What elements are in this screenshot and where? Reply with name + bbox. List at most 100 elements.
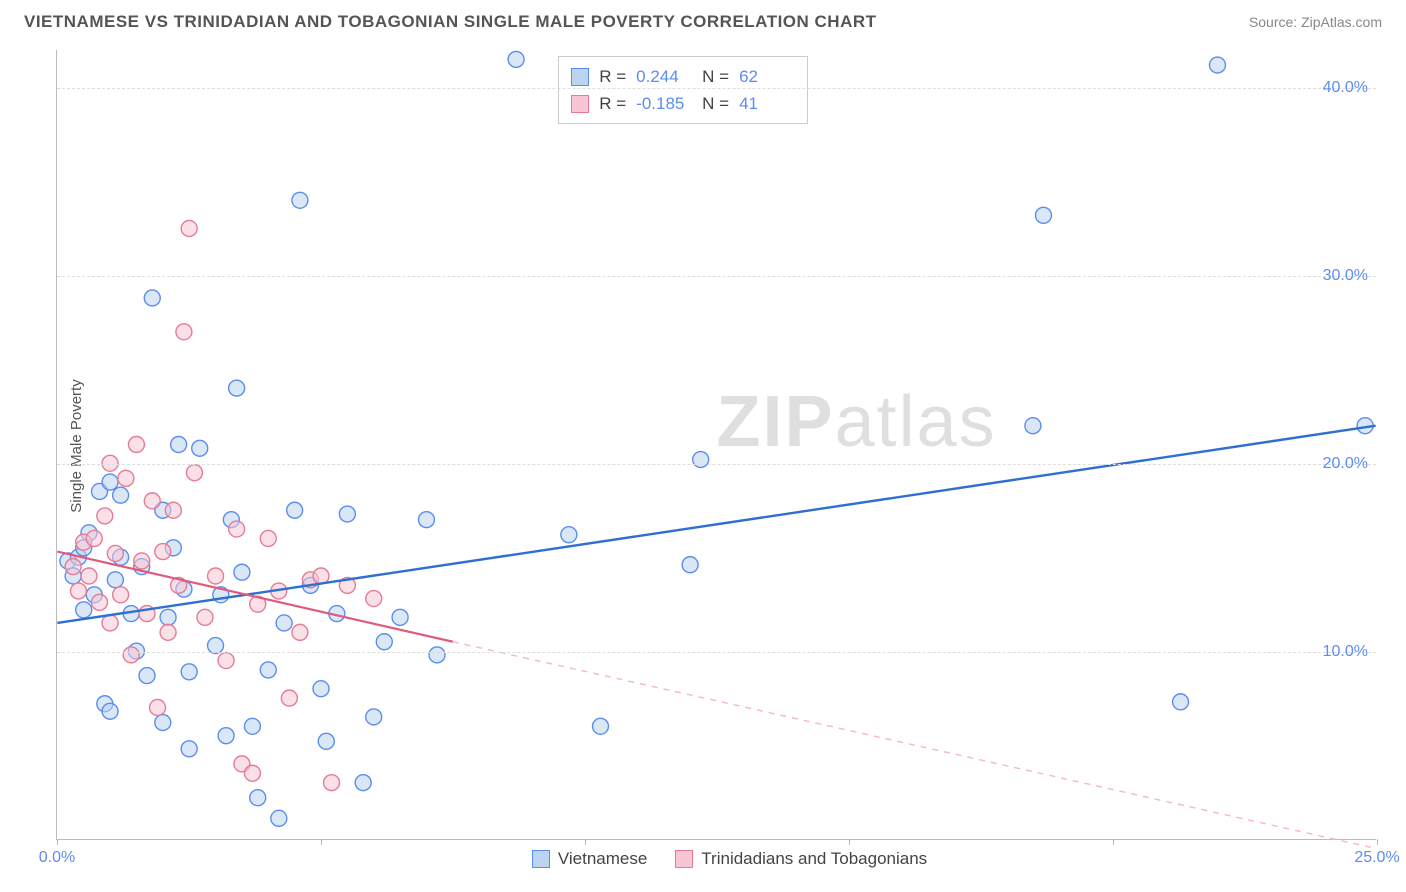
data-point xyxy=(244,765,260,781)
data-point xyxy=(107,545,123,561)
data-point xyxy=(561,527,577,543)
x-tick-label: 25.0% xyxy=(1354,849,1399,867)
data-point xyxy=(1173,694,1189,710)
data-point xyxy=(592,718,608,734)
x-tick-mark xyxy=(849,839,850,845)
data-point xyxy=(1035,207,1051,223)
data-point xyxy=(181,664,197,680)
stat-legend-row: R =-0.185N =41 xyxy=(571,90,795,117)
data-point xyxy=(92,594,108,610)
data-point xyxy=(181,741,197,757)
data-point xyxy=(86,530,102,546)
data-point xyxy=(339,506,355,522)
data-point xyxy=(186,465,202,481)
data-point xyxy=(208,568,224,584)
data-point xyxy=(366,591,382,607)
data-point xyxy=(376,634,392,650)
data-point xyxy=(197,609,213,625)
legend-swatch xyxy=(532,850,550,868)
data-point xyxy=(107,572,123,588)
data-point xyxy=(160,609,176,625)
series-legend-item: Vietnamese xyxy=(532,849,647,869)
data-point xyxy=(176,324,192,340)
gridline-h xyxy=(57,652,1376,653)
data-point xyxy=(313,681,329,697)
x-tick-mark xyxy=(321,839,322,845)
r-label: R = xyxy=(599,63,626,90)
data-point xyxy=(113,587,129,603)
data-point xyxy=(134,553,150,569)
data-point xyxy=(324,775,340,791)
x-tick-label: 0.0% xyxy=(39,849,75,867)
trend-line xyxy=(453,642,1376,849)
n-label: N = xyxy=(702,63,729,90)
x-tick-mark xyxy=(1113,839,1114,845)
data-point xyxy=(260,530,276,546)
data-point xyxy=(192,440,208,456)
data-point xyxy=(429,647,445,663)
data-point xyxy=(682,557,698,573)
data-point xyxy=(76,602,92,618)
data-point xyxy=(65,559,81,575)
data-point xyxy=(292,192,308,208)
data-point xyxy=(113,487,129,503)
gridline-h xyxy=(57,276,1376,277)
data-point xyxy=(171,437,187,453)
trend-line xyxy=(57,426,1375,623)
data-point xyxy=(165,502,181,518)
legend-swatch xyxy=(675,850,693,868)
data-point xyxy=(287,502,303,518)
n-label: N = xyxy=(702,90,729,117)
data-point xyxy=(292,624,308,640)
data-point xyxy=(128,437,144,453)
y-tick-label: 30.0% xyxy=(1323,267,1368,285)
y-tick-label: 10.0% xyxy=(1323,643,1368,661)
x-tick-mark xyxy=(57,839,58,845)
data-point xyxy=(81,568,97,584)
series-legend-label: Trinidadians and Tobagonians xyxy=(701,849,927,869)
data-point xyxy=(218,653,234,669)
data-point xyxy=(229,380,245,396)
data-point xyxy=(102,615,118,631)
stat-legend-row: R = 0.244 N = 62 xyxy=(571,63,795,90)
data-point xyxy=(155,715,171,731)
data-point xyxy=(1025,418,1041,434)
data-point xyxy=(234,564,250,580)
data-point xyxy=(250,790,266,806)
data-point xyxy=(244,718,260,734)
data-point xyxy=(97,508,113,524)
data-point xyxy=(366,709,382,725)
data-point xyxy=(70,583,86,599)
data-point xyxy=(144,290,160,306)
data-point xyxy=(271,810,287,826)
n-value: 62 xyxy=(739,63,795,90)
data-point xyxy=(418,512,434,528)
data-point xyxy=(160,624,176,640)
data-point xyxy=(355,775,371,791)
chart-title: VIETNAMESE VS TRINIDADIAN AND TOBAGONIAN… xyxy=(24,12,877,32)
data-point xyxy=(260,662,276,678)
x-tick-mark xyxy=(585,839,586,845)
x-tick-mark xyxy=(1377,839,1378,845)
legend-swatch xyxy=(571,68,589,86)
gridline-h xyxy=(57,464,1376,465)
series-legend-label: Vietnamese xyxy=(558,849,647,869)
r-label: R = xyxy=(599,90,626,117)
data-point xyxy=(229,521,245,537)
data-point xyxy=(281,690,297,706)
data-point xyxy=(508,51,524,67)
data-point xyxy=(102,703,118,719)
data-point xyxy=(123,647,139,663)
r-value: 0.244 xyxy=(636,63,692,90)
gridline-h xyxy=(57,88,1376,89)
stat-legend: R = 0.244 N = 62R =-0.185N =41 xyxy=(558,56,808,124)
data-point xyxy=(1209,57,1225,73)
data-point xyxy=(181,220,197,236)
data-point xyxy=(139,668,155,684)
data-point xyxy=(118,470,134,486)
data-point xyxy=(102,474,118,490)
data-point xyxy=(150,700,166,716)
data-point xyxy=(693,452,709,468)
data-point xyxy=(155,544,171,560)
series-legend: Vietnamese Trinidadians and Tobagonians xyxy=(532,849,927,869)
